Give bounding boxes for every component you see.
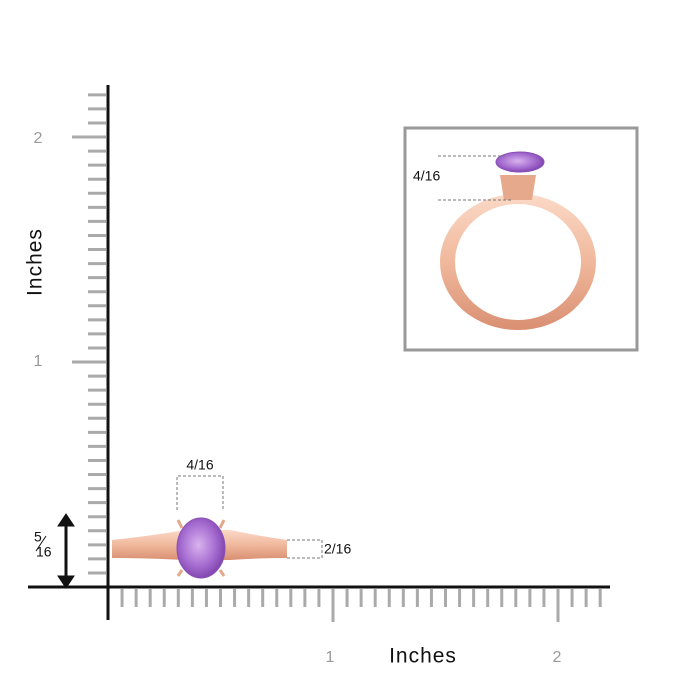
stone-width-label: 4/16 [186,457,213,473]
band-width-label: 2/16 [324,541,351,557]
y-tick-label: 1 [34,353,43,370]
x-tick-label: 1 [326,649,335,666]
fraction-slash [35,535,47,552]
inset-height-label: 4/16 [413,168,440,184]
x-axis-title: Inches [389,645,457,668]
ring-front [440,151,596,330]
height-denominator: 16 [36,544,52,560]
inset-height-guide [438,155,512,201]
y-tick-label: 2 [34,130,43,147]
ruler [72,93,602,622]
height-numerator: 5 [34,529,42,545]
ring-side [112,517,287,579]
x-tick-label: 2 [553,649,562,666]
stone-width-guide [176,475,224,510]
band-width-guide [287,539,323,559]
y-axis-title: Inches [24,228,47,296]
height-arrow [57,513,75,589]
